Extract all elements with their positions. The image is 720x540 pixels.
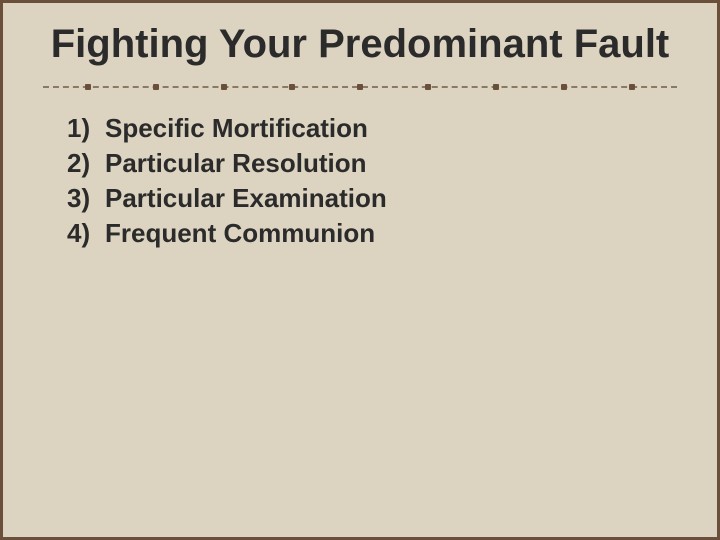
list-item: 3) Particular Examination xyxy=(67,181,677,216)
list-item-number: 4) xyxy=(67,216,95,251)
divider-dot xyxy=(357,84,363,90)
divider-dot xyxy=(85,84,91,90)
item-list: 1) Specific Mortification 2) Particular Res… xyxy=(43,111,677,251)
list-item-text: Frequent Communion xyxy=(105,216,375,251)
list-item: 1) Specific Mortification xyxy=(67,111,677,146)
list-item-text: Specific Mortification xyxy=(105,111,368,146)
list-item-number: 3) xyxy=(67,181,95,216)
divider xyxy=(43,81,677,93)
divider-dot xyxy=(493,84,499,90)
slide-title: Fighting Your Predominant Fault xyxy=(43,21,677,67)
slide: Fighting Your Predominant Fault 1) Specif… xyxy=(0,0,720,540)
divider-dot xyxy=(561,84,567,90)
divider-dot xyxy=(153,84,159,90)
divider-dot xyxy=(221,84,227,90)
list-item-text: Particular Examination xyxy=(105,181,387,216)
list-item: 2) Particular Resolution xyxy=(67,146,677,181)
list-item-text: Particular Resolution xyxy=(105,146,367,181)
divider-dots xyxy=(43,84,677,90)
divider-dot xyxy=(289,84,295,90)
divider-dot xyxy=(425,84,431,90)
list-item-number: 2) xyxy=(67,146,95,181)
list-item: 4) Frequent Communion xyxy=(67,216,677,251)
list-item-number: 1) xyxy=(67,111,95,146)
divider-dot xyxy=(629,84,635,90)
